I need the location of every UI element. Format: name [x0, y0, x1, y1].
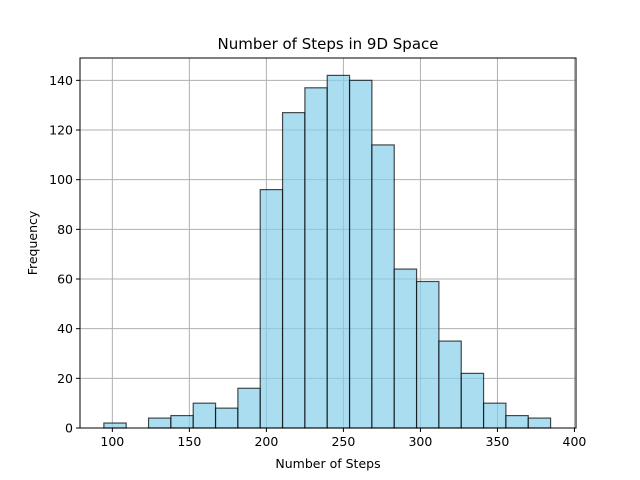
histogram-bar: [147, 417, 172, 429]
histogram-bar: [103, 422, 127, 429]
y-axis-label: Frequency: [25, 210, 40, 275]
histogram-bar: [527, 417, 552, 429]
bars: [103, 74, 552, 429]
histogram-bar: [371, 144, 395, 429]
histogram-bar: [460, 372, 485, 429]
x-tick-label: 100: [100, 434, 124, 449]
histogram-bar: [170, 414, 194, 429]
x-tick-label: 150: [177, 434, 201, 449]
y-tick-label: 120: [49, 123, 73, 138]
y-tick-label: 0: [65, 421, 73, 436]
x-tick-label: 300: [408, 434, 432, 449]
histogram-bar: [237, 387, 261, 429]
y-tick-label: 100: [49, 172, 73, 187]
histogram-bar: [304, 87, 328, 429]
histogram-bar: [326, 74, 351, 429]
y-tick-label: 20: [57, 371, 73, 386]
x-axis-label: Number of Steps: [275, 456, 380, 471]
histogram-bar: [281, 112, 306, 429]
x-tick-label: 400: [563, 434, 587, 449]
histogram-bar: [259, 189, 284, 429]
x-tick-label: 250: [331, 434, 355, 449]
histogram-bar: [415, 280, 440, 429]
histogram-bar: [214, 407, 239, 429]
y-axis-ticks: 0 20 40 60 80 100 120 140: [49, 73, 80, 436]
x-axis-ticks: 100 150 200 250 300 350 400: [100, 428, 586, 449]
histogram-bar: [393, 268, 418, 429]
plot-frame: [79, 57, 577, 429]
y-tick-label: 40: [57, 321, 73, 336]
histogram-bar: [348, 79, 373, 429]
y-tick-label: 60: [57, 272, 73, 287]
histogram-bar: [505, 414, 529, 429]
histogram-bar: [482, 402, 507, 429]
x-tick-label: 350: [486, 434, 510, 449]
y-tick-label: 140: [49, 73, 73, 88]
y-tick-label: 80: [57, 222, 73, 237]
histogram-bar: [438, 340, 462, 429]
x-tick-label: 200: [254, 434, 278, 449]
histogram-bar: [192, 402, 217, 429]
chart-title: Number of Steps in 9D Space: [217, 35, 438, 53]
